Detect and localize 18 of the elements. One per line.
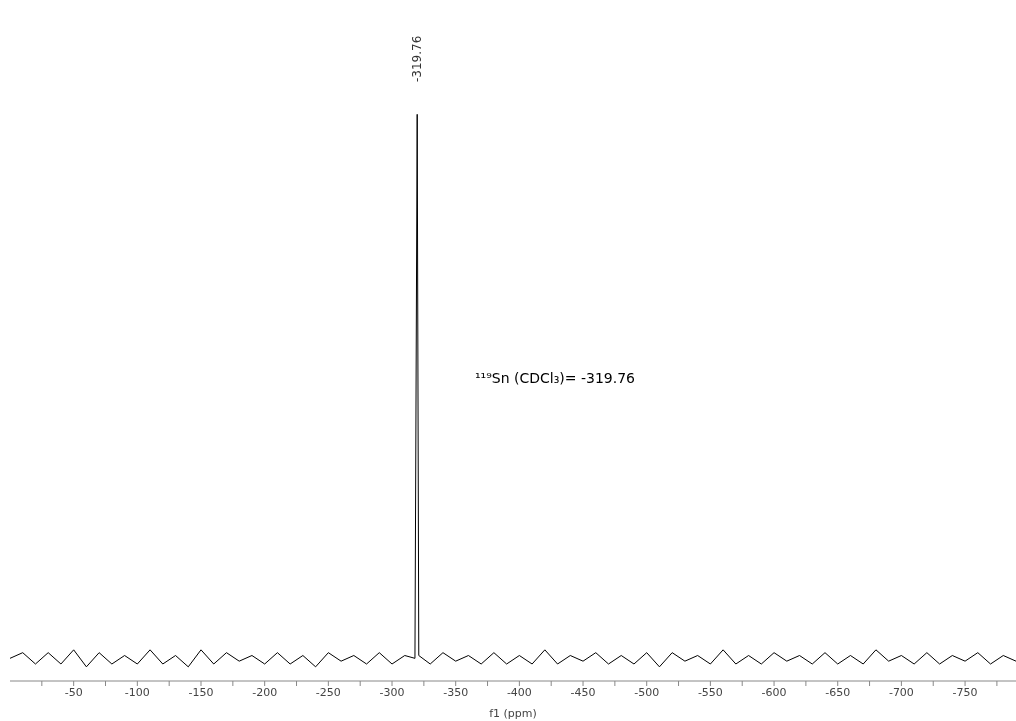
x-tick-label: -100 [124,685,150,699]
x-tick-label: -450 [570,685,596,699]
x-tick-label: -750 [952,685,978,699]
x-tick-label: -400 [506,685,532,699]
text: -319.76 [410,35,424,82]
x-tick-label: -600 [761,685,787,699]
x-tick-label: -350 [443,685,469,699]
x-tick-label: -700 [888,685,914,699]
x-tick-label: -50 [64,685,83,699]
x-tick-label: -500 [634,685,660,699]
x-tick-label: -550 [697,685,723,699]
x-tick-label: -650 [825,685,851,699]
x-tick-label: -250 [315,685,341,699]
x-tick-label: -200 [252,685,278,699]
x-tick-label: -300 [379,685,405,699]
x-axis-title: f1 (ppm) [489,707,537,720]
x-tick-label: -150 [188,685,214,699]
annotation: ¹¹⁹Sn (CDCl₃)= -319.76 [475,370,636,386]
